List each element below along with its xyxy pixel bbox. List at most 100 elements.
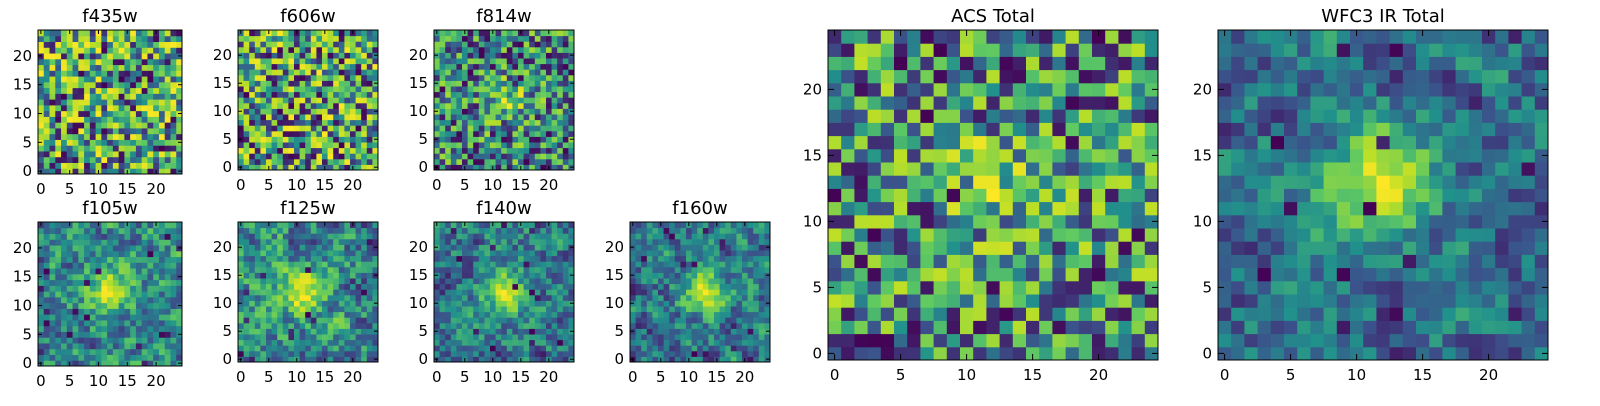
heatmap-cell — [529, 351, 535, 357]
heatmap-cell — [333, 233, 339, 239]
heatmap-cell — [881, 268, 895, 282]
heatmap-cell — [153, 128, 159, 134]
heatmap-cell — [255, 284, 261, 290]
heatmap-cell — [266, 97, 272, 103]
heatmap-cell — [90, 93, 96, 99]
heatmap-cell — [1066, 228, 1080, 242]
heatmap-cell — [686, 312, 692, 318]
heatmap-cell — [658, 300, 664, 306]
heatmap-cell — [238, 148, 244, 154]
heatmap-cell — [759, 228, 765, 234]
heatmap-cell — [73, 291, 79, 297]
heatmap-cell — [272, 233, 278, 239]
heatmap-cell — [238, 295, 244, 301]
heatmap-cell — [165, 30, 171, 36]
heatmap-cell — [130, 257, 136, 263]
heatmap-cell — [67, 331, 73, 337]
heatmap-cell — [130, 99, 136, 105]
heatmap-cell — [557, 47, 563, 53]
heatmap-cell — [130, 234, 136, 240]
heatmap-cell — [90, 65, 96, 71]
heatmap-cell — [445, 97, 451, 103]
heatmap-cell — [311, 47, 317, 53]
heatmap-cell — [540, 295, 546, 301]
heatmap-cell — [1052, 294, 1066, 308]
heatmap-cell — [759, 250, 765, 256]
heatmap-cell — [344, 30, 350, 36]
heatmap-cell — [90, 326, 96, 332]
heatmap-cell — [501, 306, 507, 312]
heatmap-cell — [238, 340, 244, 346]
heatmap-cell — [288, 114, 294, 120]
heatmap-cell — [73, 326, 79, 332]
heatmap-cell — [107, 343, 113, 349]
x-tick-label: 0 — [432, 368, 442, 386]
heatmap-cell — [641, 300, 647, 306]
heatmap-cell — [249, 312, 255, 318]
heatmap-cell — [496, 233, 502, 239]
heatmap-cell — [479, 228, 485, 234]
heatmap-cell — [540, 289, 546, 295]
heatmap-cell — [440, 317, 446, 323]
heatmap-cell — [288, 86, 294, 92]
heatmap-cell — [501, 295, 507, 301]
heatmap-cell — [344, 120, 350, 126]
heatmap-cell — [170, 93, 176, 99]
heatmap-cell — [153, 337, 159, 343]
heatmap-cell — [344, 125, 350, 131]
heatmap-cell — [462, 244, 468, 250]
heatmap-cell — [753, 267, 759, 273]
heatmap-cell — [322, 36, 328, 42]
heatmap-cell — [535, 284, 541, 290]
heatmap-cell — [361, 317, 367, 323]
heatmap-cell — [38, 36, 44, 42]
heatmap-cell — [669, 250, 675, 256]
heatmap-cell — [153, 349, 159, 355]
heatmap-cell — [524, 351, 530, 357]
heatmap-cell — [328, 239, 334, 245]
heatmap-cell — [67, 116, 73, 122]
heatmap-cell — [78, 122, 84, 128]
heatmap-cell — [255, 289, 261, 295]
heatmap-cell — [328, 261, 334, 267]
heatmap-cell — [142, 331, 148, 337]
heatmap-cell — [894, 188, 908, 202]
heatmap-cell — [101, 354, 107, 360]
heatmap-cell — [107, 308, 113, 314]
heatmap-cell — [361, 64, 367, 70]
heatmap-cell — [456, 278, 462, 284]
heatmap-cell — [130, 222, 136, 228]
heatmap-cell — [107, 139, 113, 145]
y-tick-label: 15 — [409, 74, 428, 92]
heatmap-cell — [113, 70, 119, 76]
heatmap-cell — [67, 234, 73, 240]
heatmap-cell — [90, 30, 96, 36]
heatmap-cell — [451, 92, 457, 98]
heatmap-cell — [130, 274, 136, 280]
heatmap-cell — [479, 131, 485, 137]
heatmap-cell — [272, 103, 278, 109]
heatmap-cell — [490, 108, 496, 114]
heatmap-cell — [697, 261, 703, 267]
heatmap-cell — [986, 162, 1000, 176]
heatmap-cell — [344, 69, 350, 75]
heatmap-cell — [658, 317, 664, 323]
heatmap-cell — [686, 340, 692, 346]
heatmap-cell — [479, 351, 485, 357]
heatmap-cell — [546, 328, 552, 334]
heatmap-cell — [244, 36, 250, 42]
heatmap-cell — [260, 328, 266, 334]
heatmap-cell — [266, 250, 272, 256]
heatmap-cell — [113, 308, 119, 314]
heatmap-cell — [283, 239, 289, 245]
heatmap-cell — [333, 103, 339, 109]
heatmap-cell — [61, 47, 67, 53]
heatmap-cell — [479, 278, 485, 284]
heatmap-cell — [294, 239, 300, 245]
heatmap-cell — [73, 151, 79, 157]
heatmap-cell — [113, 93, 119, 99]
heatmap-cell — [552, 345, 558, 351]
heatmap-cell — [130, 82, 136, 88]
heatmap-cell — [647, 306, 653, 312]
heatmap-cell — [283, 300, 289, 306]
